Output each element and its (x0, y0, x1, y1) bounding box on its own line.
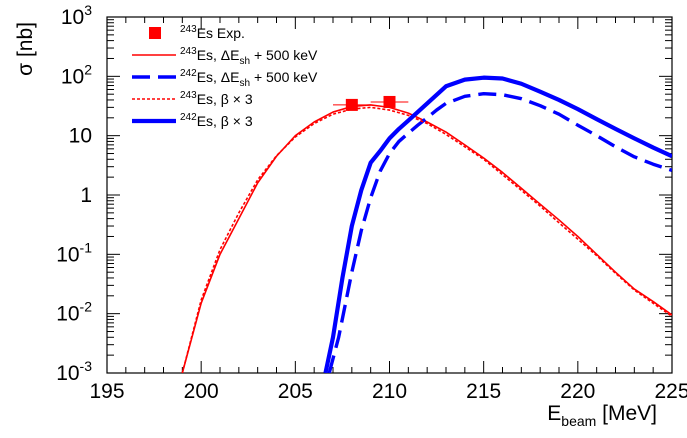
legend-label: 243Es Exp. (180, 24, 245, 41)
y-tick-base: 10 (56, 362, 79, 385)
x-axis-title-sub: beam (561, 413, 596, 429)
legend-subscript: sh (240, 78, 251, 89)
legend-text-main: Es, β × 3 (197, 91, 253, 107)
legend-text-post: + 500 keV (250, 47, 318, 63)
y-axis-title: σ [nb] (14, 22, 37, 76)
x-tick-label: 225 (654, 380, 687, 403)
legend-label: 243Es, ΔEsh + 500 keV (180, 46, 318, 67)
y-tick-base: 10 (56, 303, 79, 326)
x-axis-title-main: E (547, 402, 561, 425)
legend-marker (149, 27, 161, 39)
y-tick-exp: -3 (80, 358, 93, 374)
series-line-243-dotted (181, 106, 672, 373)
y-tick-base: 1 (80, 184, 92, 207)
x-tick-labels: 195 200 205 210 215 220 225 (89, 380, 687, 403)
x-tick-label: 195 (89, 380, 124, 403)
y-tick-exp: -2 (80, 299, 93, 315)
legend-subscript: sh (240, 56, 251, 67)
y-tick-base: 10 (69, 125, 92, 148)
y-tick-label: 10-3 (56, 358, 92, 385)
x-tick-label: 220 (560, 380, 595, 403)
series-line-242-solid-thick (323, 75, 672, 373)
y-tick-base: 10 (56, 243, 79, 266)
legend-text-main: Es, ΔE (197, 69, 240, 85)
data-point (383, 95, 396, 108)
series-layer (181, 75, 672, 373)
legend-isotope: 243 (180, 90, 197, 101)
legend-label: 242Es, β × 3 (180, 112, 253, 129)
y-tick-label: 102 (61, 61, 92, 88)
y-tick-exp: 2 (84, 61, 92, 77)
y-tick-exp: -1 (80, 239, 93, 255)
legend-text-post: + 500 keV (250, 69, 318, 85)
legend-isotope: 242 (180, 112, 197, 123)
y-tick-label: 103 (61, 2, 92, 29)
axis-ticks (106, 16, 673, 374)
legend-text-main: Es, β × 3 (197, 113, 253, 129)
y-tick-base: 10 (61, 6, 84, 29)
x-axis-title-unit: [MeV] (596, 402, 657, 425)
data-point (345, 98, 358, 111)
y-tick-base: 10 (61, 65, 84, 88)
legend-isotope: 242 (180, 68, 197, 79)
legend-text-main: Es, ΔE (197, 47, 240, 63)
x-tick-label: 205 (278, 380, 313, 403)
y-tick-label: 10 (69, 125, 92, 148)
y-tick-label: 10-1 (56, 239, 92, 266)
legend-label: 242Es, ΔEsh + 500 keV (180, 68, 318, 89)
series-line-243-solid-thin (181, 104, 672, 373)
y-tick-exp: 3 (84, 2, 92, 18)
x-tick-label: 210 (372, 380, 407, 403)
x-axis-title: Ebeam [MeV] (547, 402, 657, 429)
x-tick-label: 200 (184, 380, 219, 403)
legend-isotope: 243 (180, 46, 197, 57)
legend-text-main: Es Exp. (197, 25, 245, 41)
series-line-242-dashed-thick (327, 91, 672, 373)
legend-isotope: 243 (180, 24, 197, 35)
y-tick-label: 1 (80, 184, 92, 207)
legend-label: 243Es, β × 3 (180, 90, 253, 107)
y-tick-label: 10-2 (56, 299, 92, 326)
x-tick-label: 215 (466, 380, 501, 403)
